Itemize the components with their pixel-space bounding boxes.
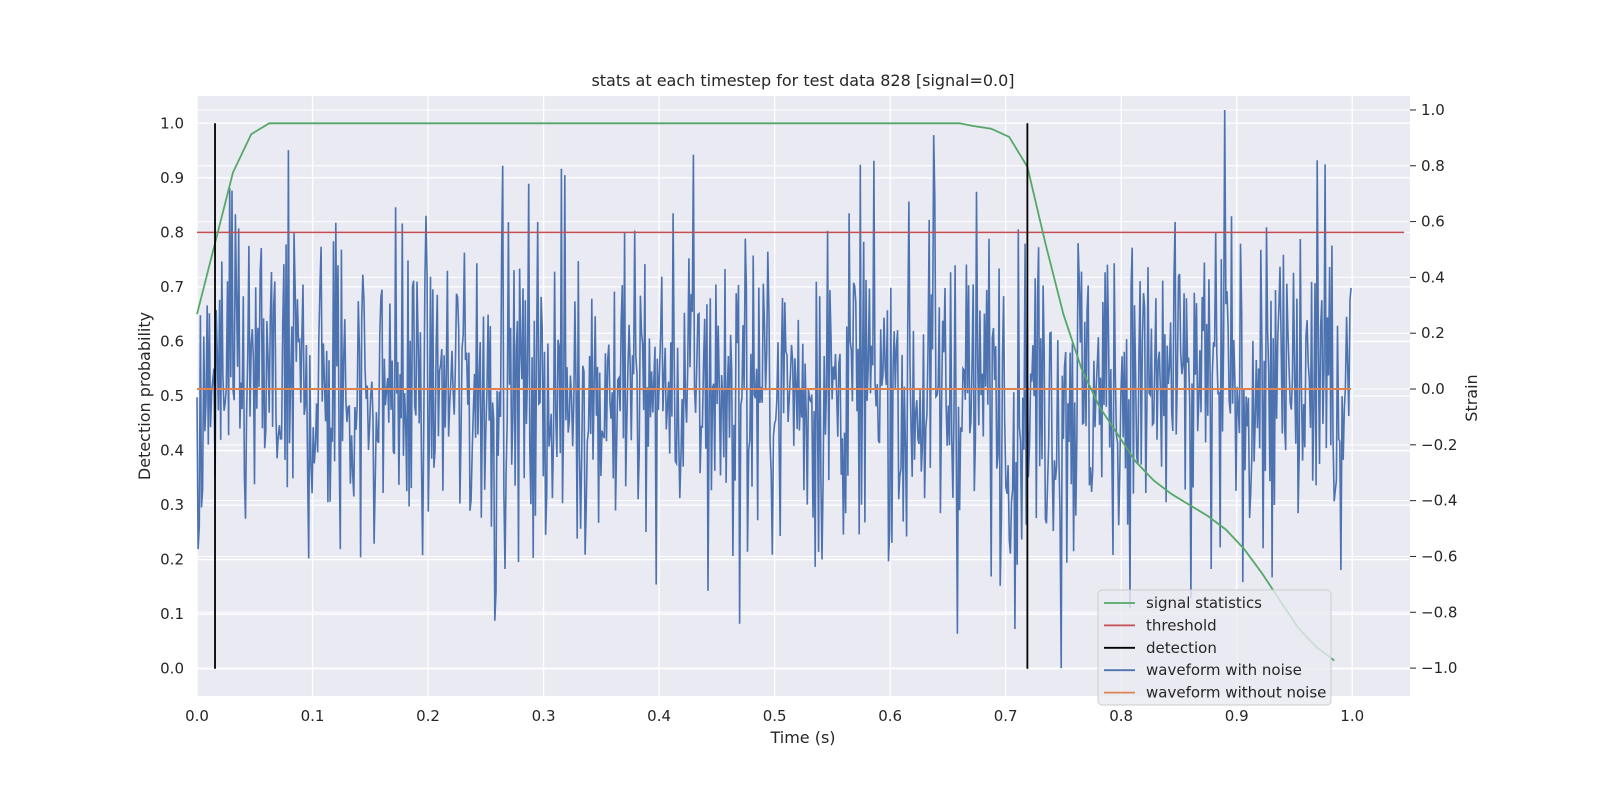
y-tick-label-left: 0.4: [160, 442, 184, 460]
y-tick-label-right: 0.8: [1421, 157, 1445, 175]
x-tick-label: 0.0: [185, 707, 209, 725]
legend: signal statistics threshold detection wavef…: [1097, 589, 1332, 706]
legend-label: detection: [1146, 639, 1217, 657]
y-tick-label-left: 0.1: [160, 605, 184, 623]
x-tick-label: 0.9: [1225, 707, 1249, 725]
x-tick-label: 0.8: [1109, 707, 1133, 725]
y-tick-label-right: −0.4: [1421, 492, 1457, 510]
x-tick-label: 0.5: [763, 707, 787, 725]
y-tick-label-left: 0.8: [160, 223, 184, 241]
y-tick-label-right: −1.0: [1421, 659, 1457, 677]
legend-label: waveform without noise: [1146, 684, 1326, 702]
legend-label: signal statistics: [1146, 594, 1262, 612]
y-tick-label-left: 0.6: [160, 332, 184, 350]
y-tick-label-right: −0.8: [1421, 603, 1457, 621]
y-tick-label-right: 0.6: [1421, 213, 1445, 231]
y-tick-label-left: 0.2: [160, 551, 184, 569]
y-tick-label-left: 0.3: [160, 496, 184, 514]
y-tick-label-left: 0.9: [160, 169, 184, 187]
y-tick-label-right: −0.6: [1421, 547, 1457, 565]
series-signal-statistics: [196, 122, 1335, 662]
x-tick-label: 0.7: [994, 707, 1018, 725]
x-tick-label: 0.6: [878, 707, 902, 725]
chart-title: stats at each timestep for test data 828…: [591, 71, 1014, 90]
y-tick-label-left: 1.0: [160, 114, 184, 132]
y-tick-label-right: 0.0: [1421, 380, 1445, 398]
y-axis-label-left: Detection probability: [135, 312, 154, 480]
legend-label: waveform with noise: [1146, 661, 1302, 679]
ticks: 0.0 0.1 0.2 0.3 0.4 0.5 0.6 0.7 0.8 0.9 1.0 0.0 0.1 0…: [160, 101, 1457, 725]
series-waveform-with-noise: [196, 109, 1352, 669]
y-tick-label-right: 1.0: [1421, 101, 1445, 119]
series-layer: [196, 109, 1405, 669]
legend-box: [1097, 589, 1332, 706]
y-tick-label-right: 0.4: [1421, 268, 1445, 286]
x-axis-label: Time (s): [769, 728, 835, 747]
y-tick-label-right: 0.2: [1421, 324, 1445, 342]
x-tick-label: 0.2: [416, 707, 440, 725]
x-tick-label: 0.3: [532, 707, 556, 725]
x-tick-label: 0.1: [301, 707, 325, 725]
legend-label: threshold: [1146, 616, 1217, 634]
y-tick-label-left: 0.7: [160, 278, 184, 296]
x-tick-label: 1.0: [1340, 707, 1364, 725]
y-tick-label-left: 0.0: [160, 660, 184, 678]
x-tick-label: 0.4: [647, 707, 671, 725]
y-tick-label-right: −0.2: [1421, 436, 1457, 454]
y-tick-label-left: 0.5: [160, 387, 184, 405]
y-axis-label-right: Strain: [1462, 374, 1481, 421]
